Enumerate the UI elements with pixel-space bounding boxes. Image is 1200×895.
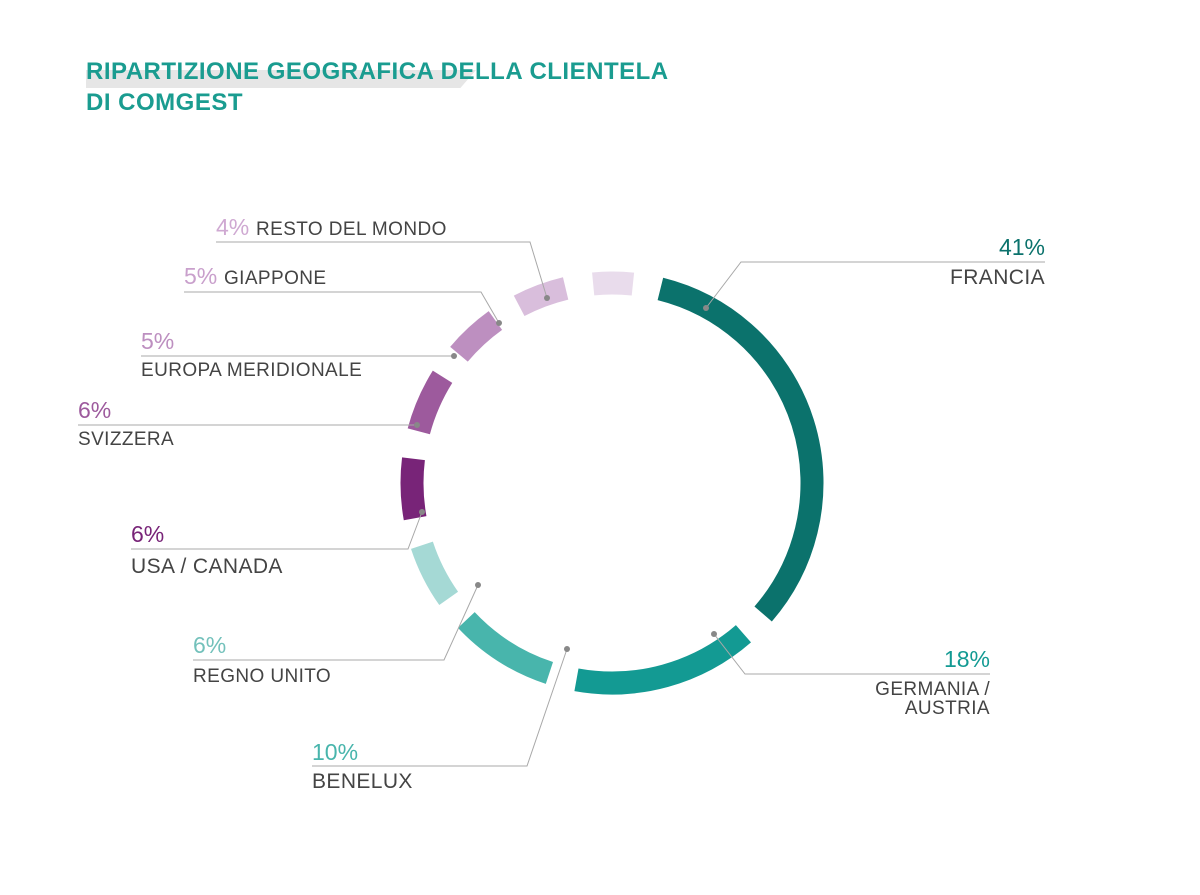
slice-value-europa-meridionale: 5% bbox=[141, 328, 174, 354]
slice-label-svizzera: SVIZZERA bbox=[78, 429, 174, 450]
leader-line-usa-canada bbox=[131, 511, 423, 550]
ring-segment-usa-canada bbox=[400, 457, 427, 521]
leader-dot-regno-unito bbox=[475, 582, 481, 588]
leader-lines bbox=[78, 241, 1045, 767]
title-highlight-bar bbox=[86, 70, 476, 88]
slice-label-giappone: GIAPPONE bbox=[224, 268, 326, 289]
leader-line-regno-unito bbox=[193, 584, 479, 661]
leader-line-germania-austria bbox=[713, 633, 990, 675]
slice-label-europa-meridionale: EUROPA MERIDIONALE bbox=[141, 360, 362, 381]
leader-dot-resto-del-mondo bbox=[544, 295, 550, 301]
slice-value-regno-unito: 6% bbox=[193, 632, 226, 658]
leader-dot-giappone bbox=[496, 320, 502, 326]
ring-segment-europa-meridionale bbox=[450, 311, 503, 362]
leader-line-giappone bbox=[184, 291, 500, 324]
slice-value-svizzera: 6% bbox=[78, 397, 111, 423]
chart-title: RIPARTIZIONE GEOGRAFICA DELLA CLIENTELA … bbox=[86, 56, 669, 118]
slice-value-resto-del-mondo: 4% bbox=[216, 214, 249, 240]
leader-line-benelux bbox=[312, 648, 568, 767]
leader-dot-europa-meridionale bbox=[451, 353, 457, 359]
slice-label-germania-austria-line-1: GERMANIA / bbox=[875, 679, 990, 700]
slice-label-francia: FRANCIA bbox=[950, 266, 1045, 289]
leader-dot-francia bbox=[703, 305, 709, 311]
leader-dot-germania-austria bbox=[711, 631, 717, 637]
ring-segment-benelux bbox=[457, 611, 554, 684]
leader-dot-svizzera bbox=[414, 422, 420, 428]
slice-value-benelux: 10% bbox=[312, 739, 358, 765]
chart-title-line-2: DI COMGEST bbox=[86, 89, 244, 116]
slice-labels: 41% FRANCIA 18% GERMANIA /AUSTRIA 10% BENELUX… bbox=[78, 214, 1045, 793]
ring-segments bbox=[400, 271, 824, 695]
chart-title-line-1: RIPARTIZIONE GEOGRAFICA DELLA CLIENTELA bbox=[86, 58, 669, 85]
slice-label-benelux: BENELUX bbox=[312, 770, 413, 793]
ring-segment-regno-unito bbox=[411, 541, 459, 606]
leader-line-francia bbox=[705, 261, 1045, 309]
slice-value-germania-austria: 18% bbox=[944, 646, 990, 672]
slice-label-germania-austria-line-2: AUSTRIA bbox=[905, 698, 990, 719]
slice-value-francia: 41% bbox=[999, 234, 1045, 260]
slice-label-regno-unito: REGNO UNITO bbox=[193, 666, 331, 687]
leader-line-resto-del-mondo bbox=[216, 241, 548, 299]
slice-value-usa-canada: 6% bbox=[131, 521, 164, 547]
ring-segment-francia bbox=[657, 277, 824, 622]
ring-segment-resto-del-mondo bbox=[592, 271, 635, 296]
leader-dot-benelux bbox=[564, 646, 570, 652]
ring-segment-svizzera bbox=[407, 370, 453, 435]
slice-label-resto-del-mondo: RESTO DEL MONDO bbox=[256, 219, 447, 240]
ring-segment-giappone bbox=[513, 277, 569, 317]
slice-value-giappone: 5% bbox=[184, 263, 217, 289]
slice-label-usa-canada: USA / CANADA bbox=[131, 555, 283, 578]
ring-segment-germania-austria bbox=[574, 624, 752, 695]
leader-dot-usa-canada bbox=[419, 509, 425, 515]
